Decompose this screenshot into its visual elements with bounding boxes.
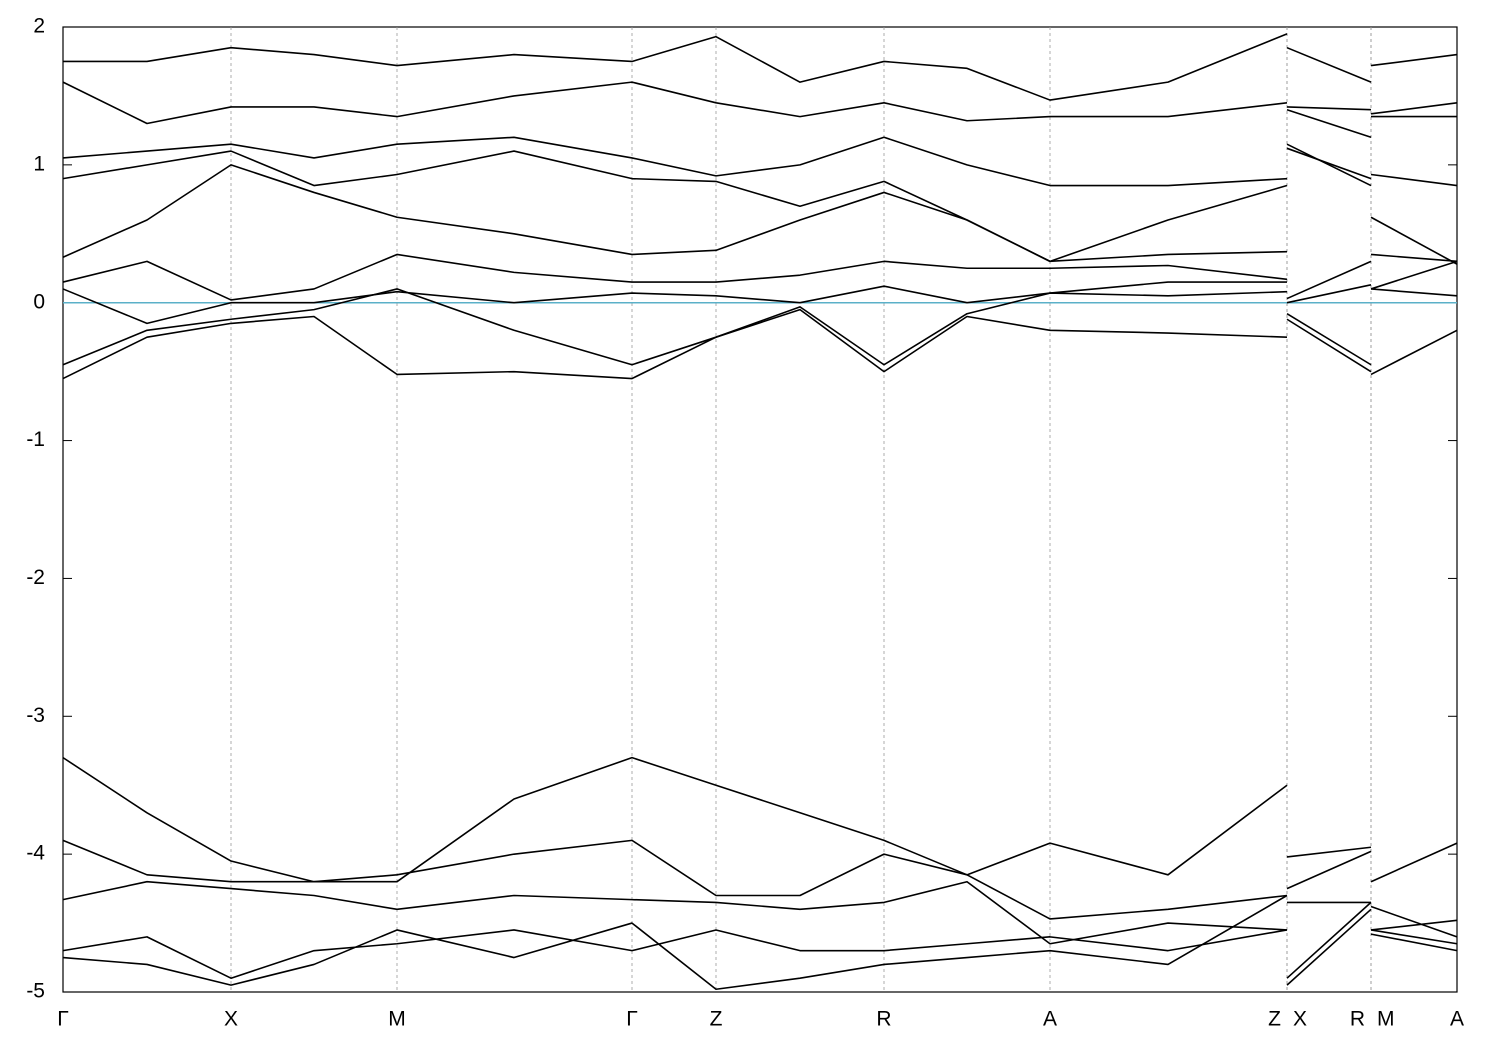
band-line	[1370, 919, 1458, 931]
band-line	[1370, 53, 1458, 67]
x-tick-label: A	[1043, 1008, 1057, 1031]
band-line	[62, 253, 1288, 301]
band-line	[62, 929, 1288, 980]
band-line	[1286, 284, 1372, 304]
band-line	[62, 839, 1288, 920]
band-line	[1286, 147, 1372, 180]
y-tick-label: -2	[26, 566, 45, 589]
band-line	[62, 136, 1288, 187]
band-line	[62, 288, 1288, 366]
band-line	[1286, 901, 1372, 979]
band-line	[62, 150, 1288, 263]
band-line	[1286, 850, 1372, 890]
plot-frame	[62, 26, 1458, 993]
x-tick-label: Z	[1268, 1008, 1281, 1031]
band-line	[63, 33, 1288, 101]
band-line	[1286, 846, 1372, 858]
band-line	[62, 308, 1288, 380]
band-line	[1370, 288, 1458, 297]
y-tick-label: 1	[33, 152, 45, 175]
band-line	[1370, 260, 1458, 290]
x-tick-label: Z	[710, 1008, 723, 1031]
band-line	[1286, 106, 1372, 111]
y-tick-label: 0	[33, 290, 45, 313]
band-line	[1286, 108, 1372, 139]
x-tick-label: X	[224, 1008, 238, 1031]
band-line	[62, 894, 1288, 991]
band-line	[1286, 318, 1372, 373]
band-line	[62, 880, 1288, 945]
x-tick-label: M	[388, 1008, 406, 1031]
band-line	[62, 81, 1288, 125]
x-tick-label: Γ	[626, 1008, 638, 1031]
x-tick-label: M	[1377, 1008, 1395, 1031]
x-tick-label: R	[1350, 1008, 1365, 1031]
band-line	[1286, 46, 1372, 83]
band-line	[1286, 260, 1372, 300]
band-line	[1370, 102, 1458, 115]
band-line	[1286, 908, 1372, 986]
y-tick-label: -3	[26, 704, 45, 727]
x-tick-label: A	[1450, 1008, 1464, 1031]
band-line	[1370, 905, 1458, 938]
band-line	[1370, 216, 1458, 265]
band-line	[1286, 143, 1372, 187]
band-line	[1286, 313, 1372, 366]
band-line	[62, 756, 1288, 883]
band-line	[1370, 329, 1458, 376]
y-tick-label: -1	[26, 428, 45, 451]
band-line	[1370, 842, 1458, 883]
band-line	[1370, 933, 1458, 952]
band-line	[1370, 173, 1458, 187]
x-tick-label: X	[1293, 1008, 1307, 1031]
y-tick-label: -5	[26, 980, 45, 1003]
y-tick-label: -4	[26, 842, 45, 865]
y-tick-label: 2	[33, 15, 45, 38]
x-tick-label: Γ	[57, 1008, 69, 1031]
band-line	[62, 281, 1287, 325]
x-tick-label: R	[876, 1008, 891, 1031]
band-line	[1370, 253, 1458, 263]
band-line	[1370, 929, 1458, 945]
